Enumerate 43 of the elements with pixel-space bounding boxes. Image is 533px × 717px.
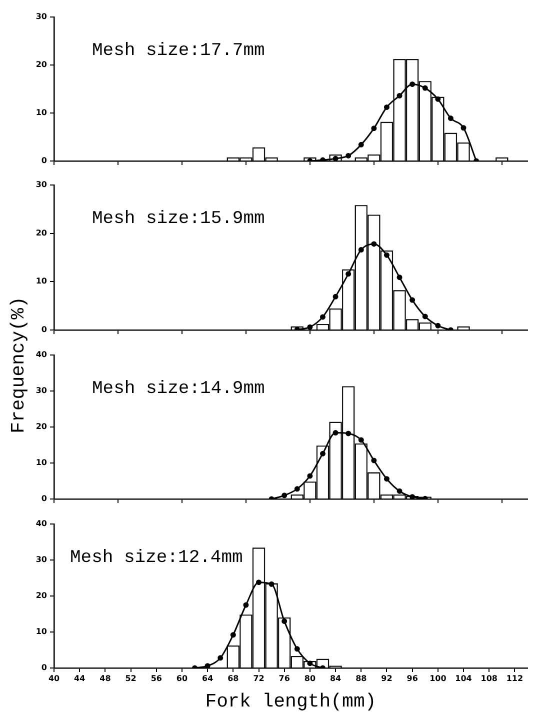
- text: Mesh size:14.9mm: [92, 378, 265, 399]
- text: Mesh size:15.9mm: [92, 208, 265, 229]
- y-axis-title: Frequency(%): [6, 296, 29, 434]
- x-tick-label: 72: [253, 674, 264, 683]
- x-tick-label: 84: [330, 674, 342, 683]
- x-tick-label: 60: [176, 674, 188, 683]
- y-tick-label: 10: [36, 458, 48, 468]
- x-tick-label: 100: [430, 674, 447, 683]
- x-tick-label: 56: [150, 674, 162, 683]
- x-tick-label: 88: [356, 674, 368, 683]
- x-tick-label: 64: [202, 674, 214, 683]
- x-tick-label: 76: [278, 674, 290, 683]
- x-tick-label: 40: [48, 674, 60, 683]
- y-tick-label: 10: [36, 108, 48, 118]
- y-tick-label: 40: [36, 350, 48, 360]
- y-tick-label: 20: [36, 60, 48, 70]
- x-tick-label: 52: [125, 674, 136, 683]
- y-tick-label: 30: [36, 386, 48, 396]
- y-tick-label: 20: [36, 591, 48, 600]
- y-tick-label: 0: [41, 494, 48, 504]
- x-tick-label: 68: [228, 674, 240, 683]
- x-tick-label: 80: [304, 674, 316, 683]
- x-tick-label: 104: [455, 674, 472, 683]
- y-tick-label: 30: [36, 12, 48, 22]
- x-tick-label: 112: [506, 674, 524, 683]
- y-tick-label: 10: [36, 276, 48, 286]
- x-tick-label: 108: [480, 674, 498, 683]
- y-tick-label: 40: [36, 519, 48, 528]
- y-tick-label: 0: [41, 156, 48, 166]
- x-tick-label: 96: [406, 674, 418, 683]
- y-tick-label: 30: [36, 180, 48, 190]
- y-tick-label: 10: [36, 627, 48, 636]
- y-tick-label: 0: [41, 325, 48, 334]
- text: Mesh size:12.4mm: [70, 548, 243, 568]
- text: Mesh size:17.7mm: [92, 40, 265, 61]
- x-axis-title: Fork length(mm): [205, 690, 376, 713]
- x-tick-label: 92: [381, 674, 392, 683]
- y-tick-label: 20: [36, 422, 48, 432]
- y-tick-label: 20: [36, 228, 48, 238]
- x-tick-label: 44: [74, 674, 86, 683]
- x-tick-label: 48: [100, 674, 112, 683]
- y-tick-label: 30: [36, 555, 48, 564]
- y-tick-label: 0: [41, 663, 48, 672]
